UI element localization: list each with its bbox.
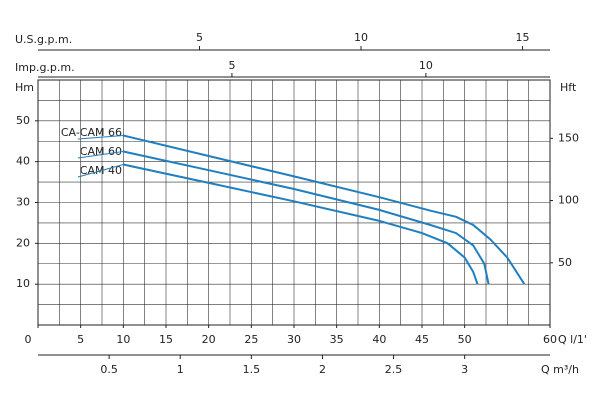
y-tick-label: 30 (16, 196, 30, 209)
axis-tick-label: 1 (177, 363, 184, 376)
axis-tick-label: 1.5 (243, 363, 261, 376)
axis-tick-label: 10 (354, 31, 368, 44)
y2-tick-label: 150 (558, 131, 579, 144)
axis-tick-label: 10 (419, 59, 433, 72)
y2-tick-label: 100 (558, 194, 579, 207)
x-axis-title: Q l/1' (558, 333, 587, 346)
legend-label: CAM 60 (80, 145, 122, 158)
leader (77, 164, 124, 178)
x-tick-label: 20 (202, 333, 216, 346)
axis-tick-label: 0.5 (100, 363, 118, 376)
x-tick-label: 30 (287, 333, 301, 346)
x-tick-label: 25 (244, 333, 258, 346)
y-axis-title: Hm (15, 81, 34, 94)
legend-label: CA-CAM 66 (61, 126, 122, 139)
x-tick-label: 10 (116, 333, 130, 346)
x-tick-label: 50 (458, 333, 472, 346)
axis-title: Imp.g.p.m. (15, 61, 75, 74)
axis-tick-label: 5 (196, 31, 203, 44)
leader (77, 135, 124, 140)
curve (123, 163, 479, 285)
axis-tick-label: 2.5 (385, 363, 403, 376)
axis-title: U.S.g.p.m. (15, 33, 72, 46)
x-tick-label: 0 (25, 333, 32, 346)
y-tick-label: 40 (16, 155, 30, 168)
axis-tick-label: 5 (228, 59, 235, 72)
y-tick-label: 50 (16, 114, 30, 127)
y2-axis-title: Hft (560, 81, 577, 94)
curve (123, 134, 526, 285)
x-tick-label: 5 (77, 333, 84, 346)
axis-title: Q m³/h (541, 363, 579, 376)
axis-tick-label: 3 (461, 363, 468, 376)
x-tick-label: 45 (415, 333, 429, 346)
y2-tick-label: 50 (558, 256, 572, 269)
y-tick-label: 10 (16, 277, 30, 290)
x-tick-label: 40 (372, 333, 386, 346)
axis-tick-label: 2 (319, 363, 326, 376)
y-tick-label: 20 (16, 236, 30, 249)
x-tick-label: 60 (543, 333, 557, 346)
x-tick-label: 15 (159, 333, 173, 346)
leader (77, 150, 124, 159)
axis-tick-label: 15 (516, 31, 530, 44)
x-tick-label: 35 (330, 333, 344, 346)
curve (123, 150, 490, 285)
